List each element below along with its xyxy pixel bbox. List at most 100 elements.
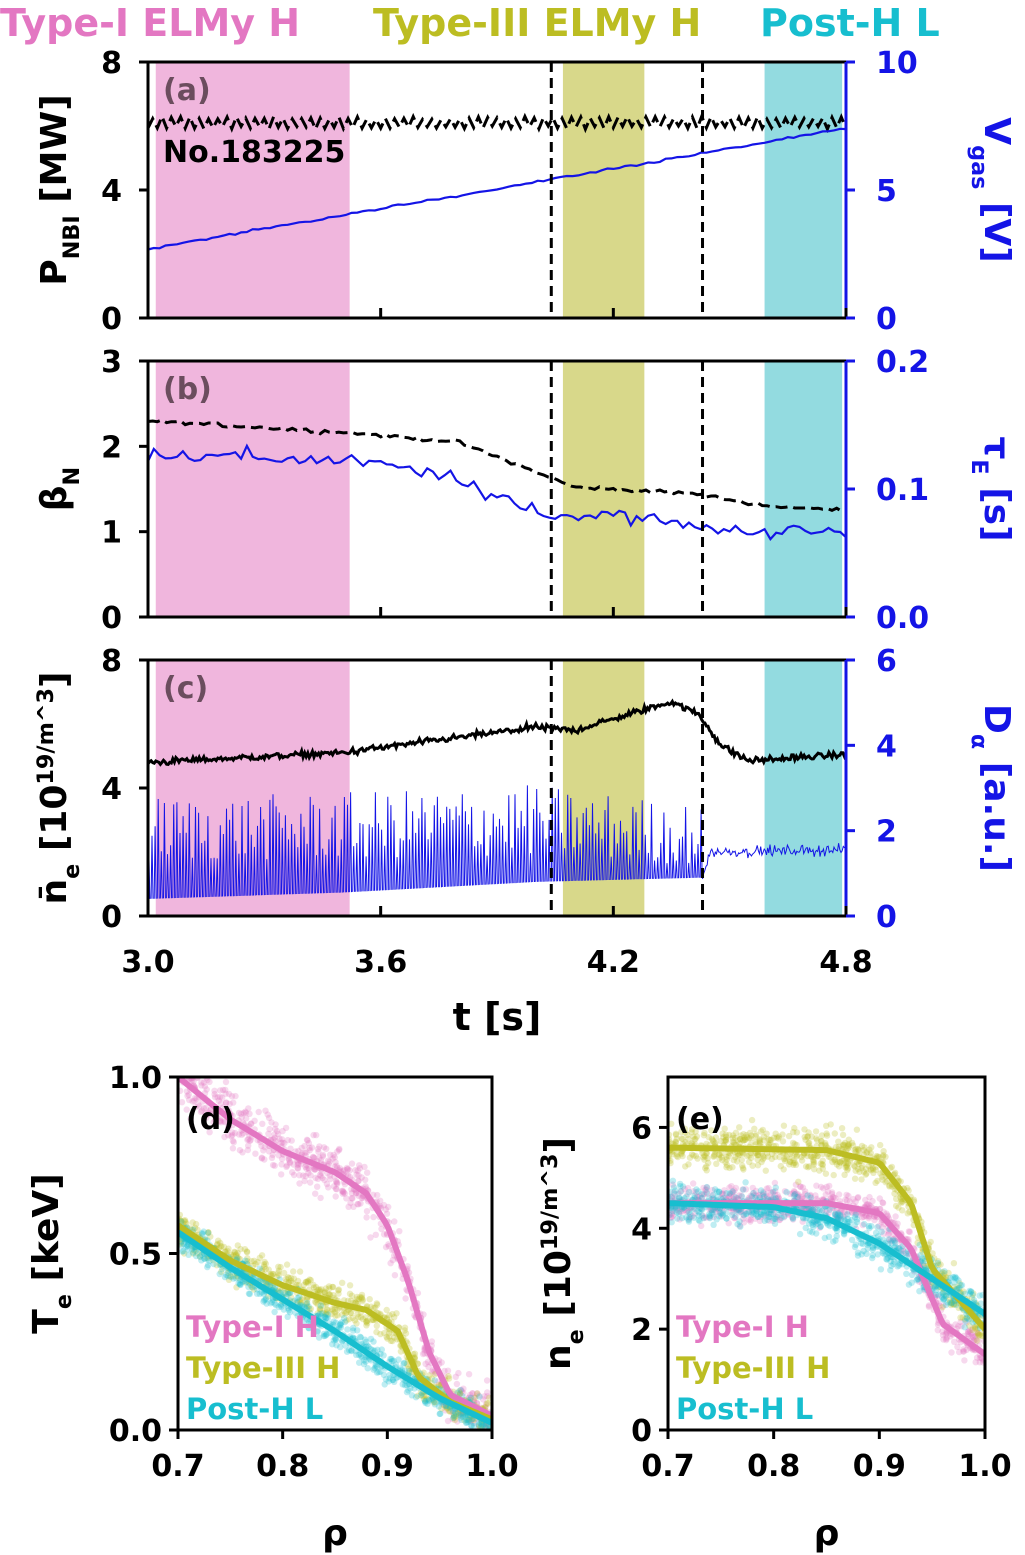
data-point [763,1209,770,1217]
data-point [238,1114,245,1121]
data-point [763,1185,770,1192]
data-point [739,1164,747,1172]
data-point [935,1293,942,1300]
data-point [253,1290,261,1297]
data-point [325,1157,332,1164]
data-point [373,1369,381,1376]
data-point [178,1238,185,1245]
data-point [786,1158,794,1166]
data-point [731,1134,739,1142]
data-point [317,1302,324,1309]
data-point [402,1295,409,1302]
data-point [724,1194,731,1201]
data-point [848,1236,856,1244]
data-point [963,1319,970,1326]
data-point [337,1343,344,1351]
data-point [322,1310,329,1318]
y-tick-label: 2 [631,1313,652,1348]
data-point [389,1337,396,1345]
regime-shade-3 [764,361,843,617]
data-point [708,1207,716,1214]
data-point [790,1161,797,1169]
data-point [359,1315,367,1323]
data-point [214,1240,221,1248]
data-point [367,1335,375,1343]
data-point [378,1346,385,1353]
data-point [759,1152,767,1160]
data-point [358,1194,365,1202]
regime-shade-3 [764,660,843,916]
data-point [760,1188,767,1196]
data-point [310,1321,317,1328]
data-point [275,1267,283,1274]
data-point [355,1296,363,1303]
data-point [810,1158,817,1165]
data-point [272,1125,279,1133]
data-point [219,1086,227,1094]
data-point [386,1333,393,1340]
data-point [417,1391,425,1399]
data-point [329,1341,336,1348]
panel-label: (b) [163,372,212,407]
data-point [311,1154,318,1162]
regime-shade-1 [155,62,350,318]
data-point [837,1159,844,1166]
data-point [346,1282,354,1289]
data-point [790,1128,797,1136]
data-point [738,1193,746,1200]
data-point [781,1188,789,1195]
data-point [895,1204,902,1211]
data-point [330,1292,337,1299]
data-point [859,1214,866,1221]
data-point [425,1397,433,1405]
data-point [955,1323,962,1330]
data-point [799,1204,806,1212]
data-point [709,1206,717,1214]
data-point [355,1201,362,1208]
data-point [943,1336,950,1344]
data-point [261,1297,268,1304]
data-point [347,1309,354,1317]
data-point [801,1190,809,1198]
data-point [756,1139,764,1147]
data-point [422,1360,429,1368]
data-point [701,1156,708,1163]
data-point [810,1156,817,1164]
data-point [822,1170,830,1177]
data-point [819,1206,826,1214]
data-point [337,1320,344,1328]
data-point [245,1105,252,1112]
data-point [391,1334,398,1341]
data-point [346,1167,353,1174]
data-point [456,1412,463,1419]
data-point [791,1188,798,1196]
data-point [882,1153,889,1161]
data-point [483,1377,491,1384]
data-point [852,1146,859,1153]
data-point [334,1312,341,1319]
data-point [251,1257,258,1265]
data-point [401,1359,408,1367]
data-point [668,1207,676,1214]
data-point [471,1394,479,1402]
data-point [700,1191,707,1198]
data-point [728,1189,736,1196]
data-point [230,1275,237,1282]
data-point [216,1118,223,1125]
data-point [198,1082,205,1089]
data-point [420,1369,427,1376]
data-point [295,1161,302,1168]
data-point [278,1287,285,1294]
data-point [484,1389,491,1396]
data-point [722,1136,729,1144]
data-point [852,1167,859,1174]
data-point [672,1130,680,1138]
data-point [319,1174,326,1182]
data-point [787,1158,794,1165]
data-point [350,1203,357,1211]
data-point [974,1330,982,1338]
data-point [282,1276,290,1283]
data-point [303,1300,311,1308]
data-point [862,1171,869,1178]
data-point [346,1290,354,1298]
